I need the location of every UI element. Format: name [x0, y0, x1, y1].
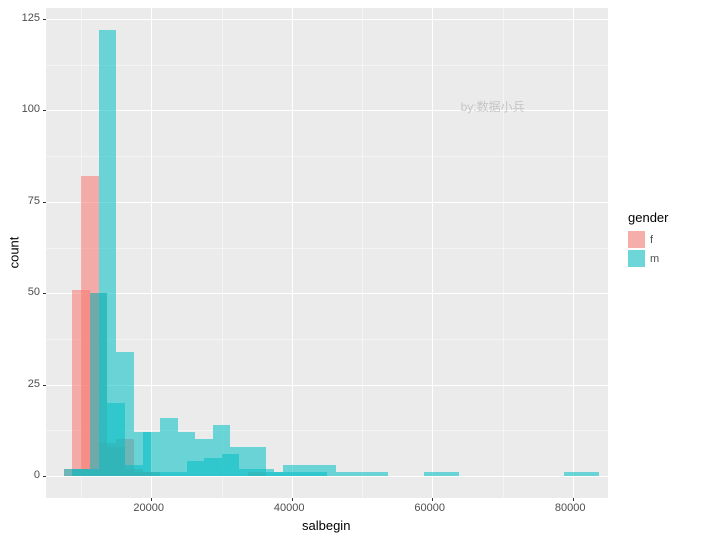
x-tick-mark: [573, 498, 574, 501]
bar-m: [336, 472, 354, 476]
bar-m: [116, 352, 134, 476]
y-tick-label: 25: [28, 378, 40, 390]
x-tick-label: 40000: [274, 502, 305, 514]
y-tick-label: 0: [34, 469, 40, 481]
y-tick-mark: [43, 110, 46, 111]
bar-m: [582, 472, 600, 476]
legend-item-m: m: [628, 250, 668, 267]
y-tick-mark: [43, 293, 46, 294]
bar-m: [160, 418, 178, 477]
y-tick-mark: [43, 385, 46, 386]
y-tick-label: 100: [22, 103, 40, 115]
bar-m: [353, 472, 371, 476]
y-tick-label: 125: [22, 12, 40, 24]
legend-item-f: f: [628, 231, 668, 248]
legend-title: gender: [628, 210, 668, 225]
x-tick-mark: [292, 498, 293, 501]
y-tick-label: 75: [28, 195, 40, 207]
legend: gender fm: [628, 210, 668, 269]
legend-key-icon: [628, 231, 645, 248]
legend-key-icon: [628, 250, 645, 267]
y-tick-mark: [43, 476, 46, 477]
bar-m: [371, 472, 389, 476]
y-tick-mark: [43, 19, 46, 20]
bar-m: [143, 432, 161, 476]
bar-m: [441, 472, 459, 476]
y-tick-label: 50: [28, 286, 40, 298]
watermark: by:数据小兵: [461, 98, 525, 115]
y-axis-title: count: [7, 233, 22, 273]
x-tick-mark: [432, 498, 433, 501]
bar-m: [318, 465, 336, 476]
legend-label: f: [650, 234, 653, 246]
x-tick-label: 80000: [555, 502, 586, 514]
bar-m: [424, 472, 442, 476]
y-tick-mark: [43, 202, 46, 203]
x-tick-mark: [151, 498, 152, 501]
x-tick-label: 60000: [414, 502, 445, 514]
bar-m: [564, 472, 582, 476]
x-tick-label: 20000: [133, 502, 164, 514]
x-axis-title: salbegin: [302, 518, 350, 533]
bars-layer: [46, 8, 608, 498]
legend-label: m: [650, 253, 659, 265]
